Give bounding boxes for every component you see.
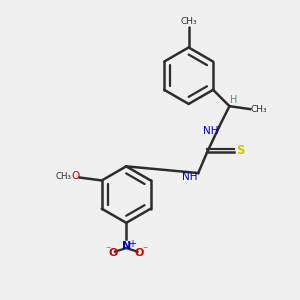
Text: CH₃: CH₃ [55, 172, 71, 181]
Text: NH: NH [182, 172, 197, 182]
Text: H: H [230, 95, 238, 105]
Text: NH: NH [203, 126, 218, 136]
Text: +: + [128, 238, 136, 249]
Text: ⁻: ⁻ [105, 245, 110, 256]
Text: ⁻: ⁻ [142, 245, 147, 256]
Text: CH₃: CH₃ [251, 105, 268, 114]
Text: O: O [108, 248, 118, 257]
Text: CH₃: CH₃ [180, 17, 197, 26]
Text: O: O [135, 248, 144, 257]
Text: N: N [122, 241, 131, 251]
Text: S: S [236, 144, 245, 157]
Text: O: O [72, 171, 80, 181]
